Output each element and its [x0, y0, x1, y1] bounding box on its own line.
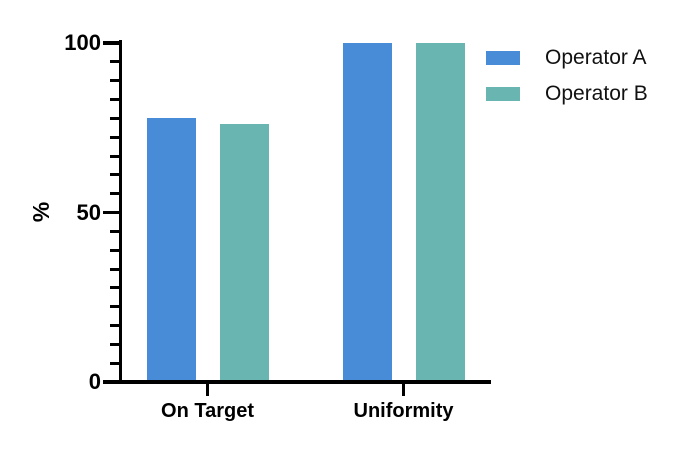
y-minor-tick	[109, 342, 119, 346]
legend-item-operator-a: Operator A	[486, 45, 648, 71]
legend-item-operator-b: Operator B	[486, 81, 648, 107]
y-minor-tick	[109, 324, 119, 327]
legend: Operator A Operator B	[486, 45, 648, 117]
y-major-tick-100	[103, 41, 119, 45]
bar-operator-a-uniformity	[342, 43, 392, 382]
y-minor-tick	[109, 229, 119, 233]
y-minor-tick	[109, 286, 119, 290]
legend-swatch-operator-a	[486, 51, 520, 65]
y-minor-tick	[109, 305, 119, 309]
y-major-tick-50	[103, 210, 119, 215]
legend-swatch-operator-b	[486, 87, 520, 101]
bar-operator-b-uniformity	[415, 43, 465, 382]
x-axis	[118, 380, 491, 384]
bar-operator-b-on-target	[219, 124, 269, 382]
x-tick-on-target	[205, 383, 210, 396]
y-minor-tick	[109, 98, 119, 101]
y-minor-tick	[109, 248, 119, 252]
y-axis	[118, 40, 122, 384]
y-minor-tick	[109, 267, 119, 271]
y-minor-tick	[109, 361, 119, 365]
y-minor-tick	[109, 154, 119, 158]
y-major-tick-0	[103, 380, 119, 384]
y-tick-label-50: 50	[76, 199, 101, 225]
y-minor-tick	[109, 135, 119, 139]
y-minor-tick	[109, 116, 119, 120]
bar-operator-a-on-target	[146, 117, 196, 382]
x-tick-uniformity	[401, 383, 406, 396]
legend-label-operator-b: Operator B	[545, 82, 648, 105]
y-minor-tick	[109, 79, 119, 83]
y-minor-tick	[109, 192, 119, 196]
category-label-uniformity: Uniformity	[353, 400, 454, 422]
y-minor-tick	[109, 173, 119, 177]
y-tick-label-0: 0	[88, 369, 101, 394]
category-label-on-target: On Target	[161, 400, 254, 422]
y-tick-label-100: 100	[64, 30, 101, 55]
y-minor-tick	[109, 60, 119, 64]
legend-label-operator-a: Operator A	[545, 46, 647, 69]
